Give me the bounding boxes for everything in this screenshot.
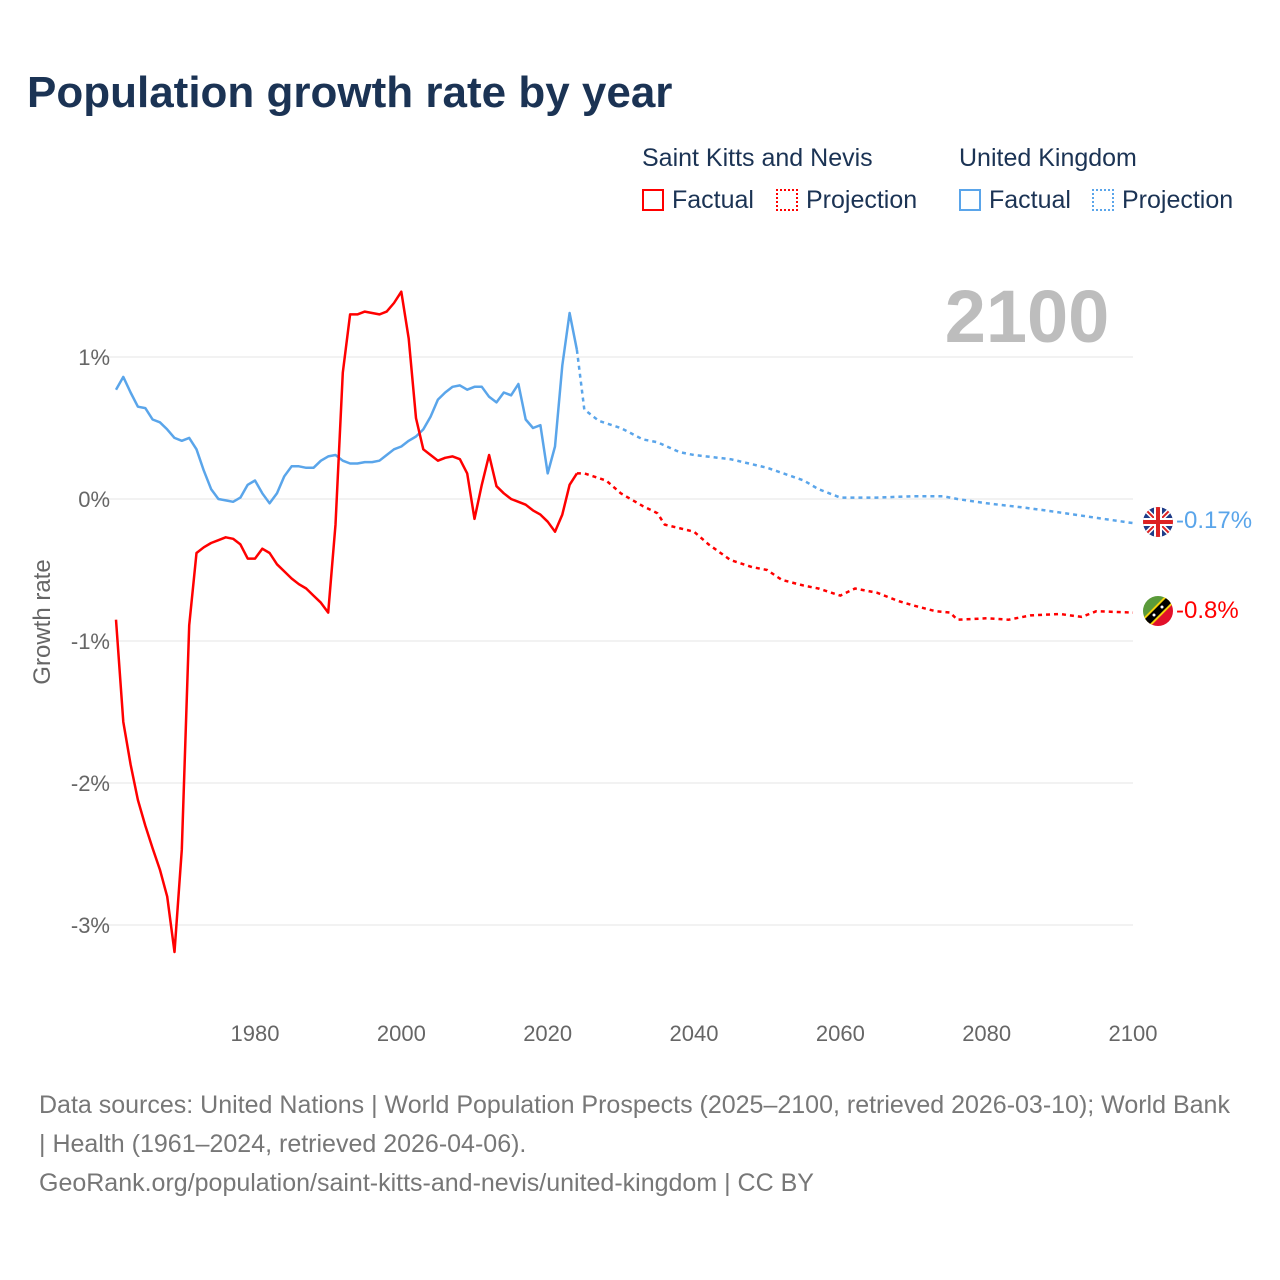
year-watermark: 2100 (945, 275, 1110, 358)
legend-swatch-dotted (1092, 189, 1114, 211)
x-tick-label: 2000 (377, 1021, 426, 1046)
page-title: Population growth rate by year (27, 68, 673, 117)
legend-label: Factual (989, 186, 1071, 214)
legend-swatch-solid (642, 189, 664, 211)
legend-label: Projection (806, 186, 918, 214)
uk-flag-icon (1143, 507, 1173, 537)
x-tick-label: 1980 (231, 1021, 280, 1046)
legend-skn-projection[interactable]: Projection (776, 186, 917, 215)
y-axis-label: Growth rate (29, 559, 56, 684)
data-sources: Data sources: United Nations | World Pop… (39, 1091, 1230, 1158)
legend-uk-projection[interactable]: Projection (1092, 186, 1233, 215)
y-tick-label: -1% (71, 629, 110, 654)
y-tick-label: 1% (78, 345, 110, 370)
x-tick-label: 2100 (1109, 1021, 1158, 1046)
legend-swatch-dotted (776, 189, 798, 211)
united-kingdom-projection-line (575, 349, 1134, 525)
x-tick-label: 2040 (670, 1021, 719, 1046)
x-tick-label: 2020 (523, 1021, 572, 1046)
skn-end-value: -0.8% (1176, 597, 1239, 624)
united-kingdom-factual-line (114, 311, 579, 505)
saint-kitts-and-nevis-projection-line (576, 472, 1134, 621)
legend-uk-factual[interactable]: Factual (959, 186, 1071, 215)
footer: Data sources: United Nations | World Pop… (39, 1086, 1239, 1203)
saint-kitts-and-nevis-factual-line (114, 290, 578, 954)
saint-kitts-flag-icon (1143, 596, 1173, 626)
uk-end-value: -0.17% (1176, 507, 1252, 534)
legend-swatch-solid (959, 189, 981, 211)
source-link[interactable]: GeoRank.org/population/saint-kitts-and-n… (39, 1169, 814, 1197)
legend-group-skn: Saint Kitts and Nevis (642, 144, 873, 172)
y-tick-label: -2% (71, 771, 110, 796)
y-tick-label: 0% (78, 487, 110, 512)
x-tick-label: 2060 (816, 1021, 865, 1046)
legend-group-uk: United Kingdom (959, 144, 1137, 172)
legend-skn-factual[interactable]: Factual (642, 186, 754, 215)
legend-label: Projection (1122, 186, 1234, 214)
x-tick-label: 2080 (962, 1021, 1011, 1046)
y-tick-label: -3% (71, 913, 110, 938)
legend-label: Factual (672, 186, 754, 214)
